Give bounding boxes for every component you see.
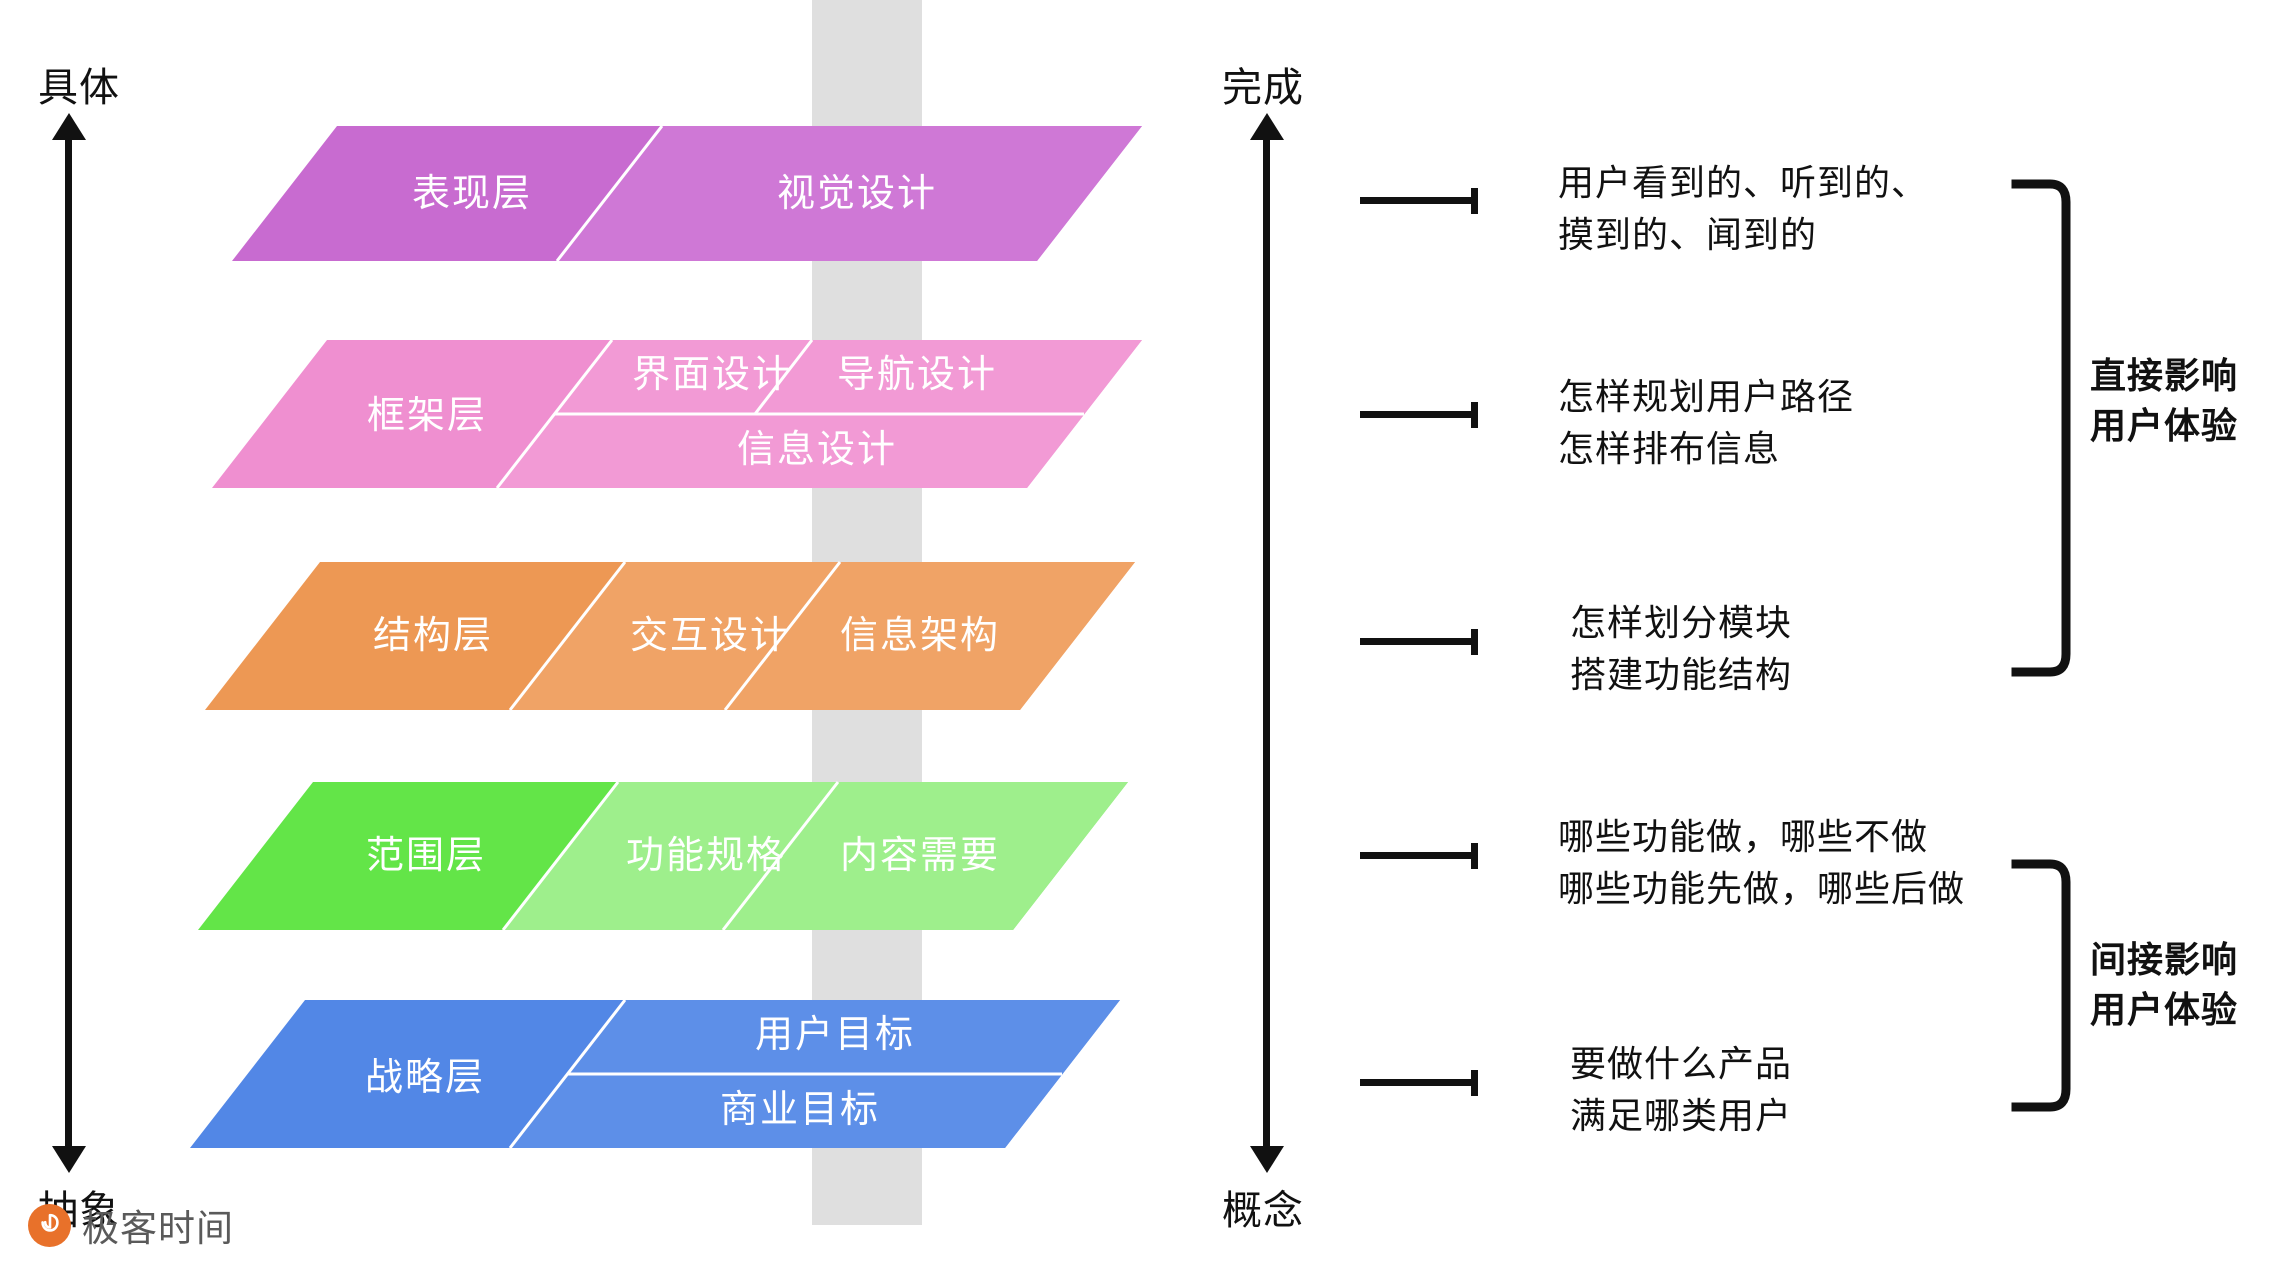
note-scope-line-0: 哪些功能做，哪些不做 (1558, 816, 1929, 857)
tick-structure (1360, 629, 1478, 655)
note-strategy: 要做什么产品 满足哪类用户 (1570, 1038, 1792, 1142)
left-axis-line (65, 138, 72, 1148)
brand-logo: 极客时间 (28, 1198, 234, 1252)
layer-scope-name: 范围层 (366, 835, 486, 877)
note-scope: 哪些功能做，哪些不做 哪些功能先做，哪些后做 (1558, 811, 1965, 915)
note-structure-line-0: 怎样划分模块 (1570, 602, 1793, 643)
layer-scope: 范围层 功能规格 内容需要 (198, 781, 1128, 931)
brand-logo-text: 极客时间 (82, 1208, 234, 1249)
middle-axis-top-label: 完成 (1222, 66, 1304, 110)
left-axis-up-arrow-icon (52, 113, 86, 140)
layer-framework-sub-0-label: 界面设计 (632, 354, 792, 396)
bracket-direct-influence (2010, 178, 2080, 683)
layer-structure-sub-1-label: 信息架构 (840, 615, 1000, 657)
layer-presentation-sub-0-label: 视觉设计 (777, 173, 937, 215)
middle-axis-line (1263, 138, 1270, 1148)
middle-axis-down-arrow-icon (1250, 1146, 1284, 1173)
bracket-direct-influence-line-0: 直接影响 (2090, 355, 2239, 396)
layer-structure-sub-shape (510, 562, 1135, 710)
layer-structure-name: 结构层 (373, 615, 493, 657)
layer-structure-sub-0-label: 交互设计 (630, 615, 790, 657)
layer-scope-sub-0-label: 功能规格 (626, 835, 786, 877)
bracket-direct-influence-label: 直接影响 用户体验 (2090, 351, 2238, 451)
note-framework-line-0: 怎样规划用户路径 (1558, 376, 1855, 417)
note-framework: 怎样规划用户路径 怎样排布信息 (1558, 371, 1854, 475)
layer-strategy: 战略层 用户目标 商业目标 (190, 999, 1120, 1149)
left-axis-down-arrow-icon (52, 1146, 86, 1173)
note-scope-line-1: 哪些功能先做，哪些后做 (1558, 868, 1966, 909)
layer-presentation-sub-0-shape (557, 126, 1142, 261)
note-framework-line-1: 怎样排布信息 (1558, 428, 1781, 469)
bracket-indirect-influence-label: 间接影响 用户体验 (2090, 935, 2238, 1035)
bracket-indirect-influence-line-1: 用户体验 (2090, 989, 2239, 1030)
layer-strategy-sub-0-label: 用户目标 (755, 1014, 915, 1056)
layer-strategy-sub-1-label: 商业目标 (720, 1089, 880, 1131)
layer-framework-name: 框架层 (367, 395, 487, 437)
bracket-indirect-influence-line-0: 间接影响 (2090, 939, 2239, 980)
left-axis-top-label: 具体 (38, 66, 120, 110)
note-presentation: 用户看到的、听到的、 摸到的、闻到的 (1558, 157, 1928, 261)
note-structure: 怎样划分模块 搭建功能结构 (1570, 597, 1792, 701)
middle-axis-bottom-label: 概念 (1222, 1189, 1304, 1233)
layer-presentation-name: 表现层 (412, 173, 532, 215)
note-presentation-line-1: 摸到的、闻到的 (1558, 214, 1818, 255)
layer-scope-sub-shape (503, 782, 1128, 930)
layer-strategy-name: 战略层 (365, 1057, 485, 1099)
layer-presentation: 表现层 视觉设计 (232, 125, 1142, 262)
tick-presentation (1360, 188, 1478, 214)
layer-structure: 结构层 交互设计 信息架构 (205, 561, 1135, 711)
note-structure-line-1: 搭建功能结构 (1570, 654, 1793, 695)
layer-framework-sub-2-label: 信息设计 (737, 429, 897, 471)
layer-framework: 框架层 界面设计 导航设计 信息设计 (212, 339, 1142, 489)
tick-scope (1360, 843, 1478, 869)
middle-axis-up-arrow-icon (1250, 113, 1284, 140)
note-strategy-line-1: 满足哪类用户 (1570, 1095, 1793, 1136)
bracket-indirect-influence (2010, 858, 2080, 1118)
bracket-direct-influence-line-1: 用户体验 (2090, 405, 2239, 446)
layer-framework-sub-1-label: 导航设计 (837, 354, 997, 396)
layer-scope-sub-1-label: 内容需要 (840, 835, 1000, 877)
note-strategy-line-0: 要做什么产品 (1570, 1043, 1793, 1084)
note-presentation-line-0: 用户看到的、听到的、 (1558, 162, 1929, 203)
tick-framework (1360, 402, 1478, 428)
geek-time-mark-icon (28, 1203, 71, 1247)
tick-strategy (1360, 1070, 1478, 1096)
